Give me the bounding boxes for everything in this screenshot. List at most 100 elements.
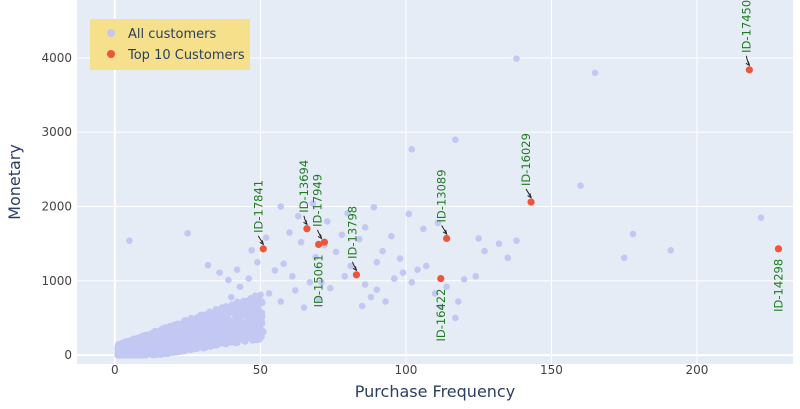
data-point [175,330,182,337]
data-point [344,209,351,217]
data-point [215,322,223,330]
data-point [420,225,427,233]
annotation-label: ID-13798 [345,206,359,259]
annotation-arrowhead [745,61,751,67]
data-point [757,214,765,221]
top-customer-point [303,225,311,233]
data-point [341,273,349,280]
data-point [187,344,195,352]
legend-marker-all-customers [107,29,115,37]
data-point [405,210,413,218]
data-point [181,326,188,333]
data-point [312,253,319,261]
data-point [277,203,285,210]
top-customer-point [774,245,783,253]
y-tick-label: 4000 [41,51,72,65]
data-point [166,349,173,357]
data-point [286,229,293,236]
data-point [414,266,421,273]
data-point [667,247,675,254]
legend-marker-top-customers [107,50,115,58]
data-point [309,200,317,207]
top-customers-points [259,66,783,283]
legend-label-all-customers[interactable]: All customers [128,27,216,42]
legend[interactable]: All customers Top 10 Customers [90,19,250,70]
data-point [143,335,151,342]
data-point [338,231,346,239]
top-customer-point [527,198,535,206]
data-point [217,338,225,346]
data-point [472,273,480,280]
annotation-label: ID-17841 [251,180,265,233]
data-point [203,311,211,319]
annotation-arrowhead [352,266,358,272]
data-point [460,276,468,283]
legend-label-top-customers[interactable]: Top 10 Customers [127,48,245,63]
all-customers-points [114,55,765,359]
data-point [629,230,637,238]
data-point [132,351,140,358]
data-point [306,278,314,286]
data-point [184,229,191,237]
data-point [577,182,584,190]
data-point [210,338,217,346]
data-point [300,304,308,311]
data-point [136,338,144,345]
x-tick-label: 0 [111,363,119,377]
data-point [495,240,503,247]
data-point [151,344,158,352]
data-point [259,328,267,336]
data-point [245,275,253,282]
data-point [361,224,369,231]
data-point [130,339,138,347]
data-point [431,290,439,297]
data-point [142,342,150,350]
data-point [124,351,132,359]
top-customer-point [259,245,267,253]
data-point [126,237,133,244]
data-point [228,303,236,311]
data-point [224,327,231,335]
data-point [232,311,240,318]
annotation-label: ID-13694 [297,160,311,213]
data-point [373,258,381,266]
data-point [475,235,482,242]
data-point [156,340,164,348]
data-point [186,322,193,329]
data-point [231,323,239,330]
x-tick-label: 100 [394,363,417,377]
annotation-label: ID-17949 [310,174,324,227]
data-point [437,303,445,311]
data-point [504,254,512,262]
x-tick-label: 50 [253,363,268,377]
data-point [271,267,279,274]
y-axis-title: Monetary [5,144,24,220]
data-point [358,302,366,310]
data-point [225,276,232,284]
annotations: ID-17450 ID-16029 ID-13089 ID-17841 ID-13694… [251,0,785,342]
annotation-label: ID-16422 [434,289,448,342]
data-point [591,69,599,77]
data-point [189,330,196,337]
data-point [230,329,237,336]
data-point [209,326,217,334]
data-point [262,234,270,242]
data-point [226,335,234,342]
top-customer-point [320,238,328,246]
data-point [248,247,255,254]
data-point [422,262,430,270]
data-point [254,258,261,266]
data-point [173,336,180,344]
data-point [454,298,462,305]
data-point [167,323,174,331]
data-point [347,262,354,270]
data-point [246,305,253,313]
data-point [452,314,459,322]
top-customer-point [437,274,445,283]
y-tick-label: 1000 [41,274,72,288]
data-point [241,310,249,318]
annotation-arrowhead [259,240,265,246]
